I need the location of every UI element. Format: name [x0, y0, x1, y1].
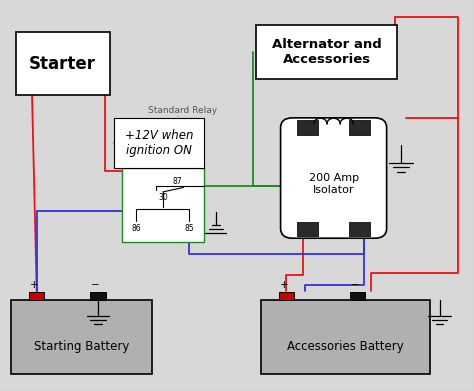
Bar [350, 292, 365, 300]
Text: +12V when
ignition ON: +12V when ignition ON [125, 129, 193, 157]
Bar [297, 120, 318, 135]
FancyBboxPatch shape [281, 118, 387, 238]
Text: Standard Relay: Standard Relay [148, 106, 218, 115]
Text: 87: 87 [173, 177, 182, 186]
Bar [297, 222, 318, 236]
Bar [121, 168, 204, 242]
Bar [349, 222, 370, 236]
Text: Starter: Starter [29, 54, 96, 72]
Text: 200 Amp
Isolator: 200 Amp Isolator [309, 173, 359, 195]
Bar [16, 32, 110, 95]
Text: 30: 30 [158, 193, 168, 202]
Bar [279, 292, 294, 300]
Bar [261, 300, 430, 374]
Text: 86: 86 [132, 224, 141, 233]
Text: +: + [280, 280, 289, 290]
Bar [11, 300, 152, 374]
Text: −: − [91, 280, 100, 290]
Bar [29, 292, 44, 300]
Text: +: + [30, 280, 39, 290]
Bar [349, 120, 370, 135]
Text: Starting Battery: Starting Battery [34, 341, 129, 353]
Bar [256, 25, 397, 79]
Bar [91, 292, 106, 300]
Text: −: − [350, 280, 359, 290]
Bar [115, 118, 204, 168]
Text: Alternator and
Accessories: Alternator and Accessories [272, 38, 382, 66]
Text: Accessories Battery: Accessories Battery [287, 341, 404, 353]
Text: 85: 85 [184, 224, 194, 233]
